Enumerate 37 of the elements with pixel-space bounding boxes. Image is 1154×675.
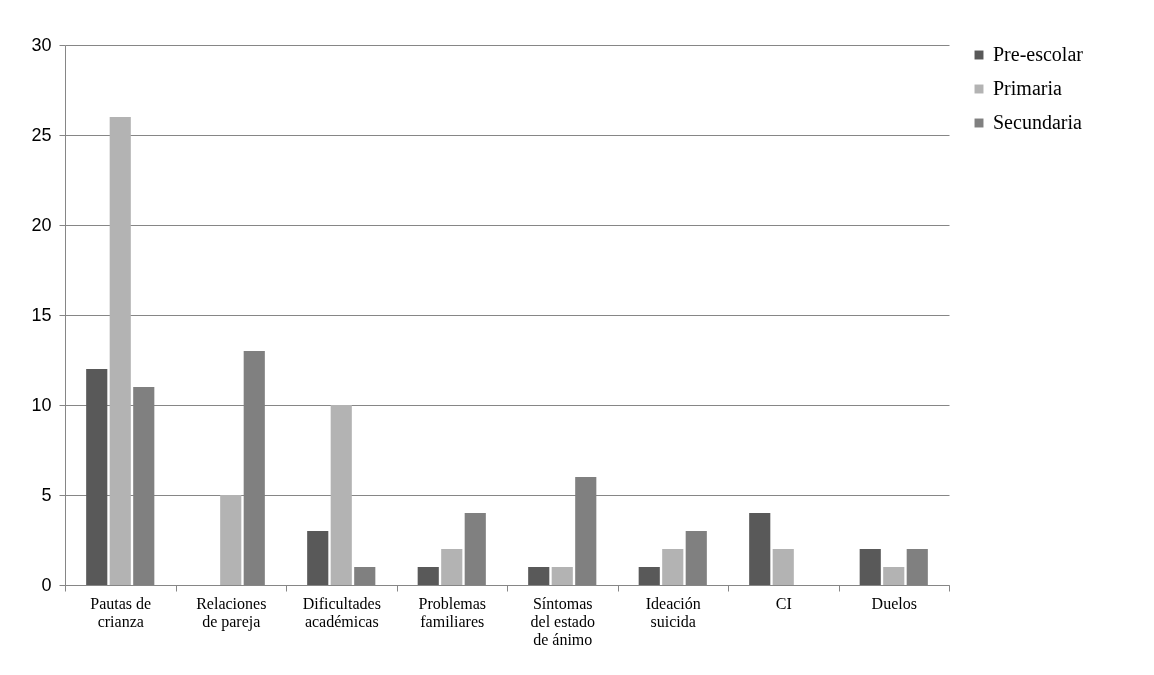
- bar: [464, 513, 486, 585]
- x-tick-label: CI: [775, 594, 792, 612]
- y-tick-label: 15: [31, 304, 52, 325]
- legend-label: Pre-escolar: [993, 43, 1084, 65]
- bar: [772, 549, 794, 585]
- bar: [859, 549, 881, 585]
- bar: [417, 567, 439, 585]
- bar: [307, 531, 329, 585]
- bar: [638, 567, 660, 585]
- bar: [441, 549, 463, 585]
- x-tick-label: Duelos: [871, 594, 917, 612]
- x-tick-label: Relaciones de pareja: [196, 594, 267, 631]
- bar: [528, 567, 550, 585]
- bar: [354, 567, 376, 585]
- bar: [109, 117, 131, 585]
- x-tick-label: Síntomas del estado de ánimo: [530, 594, 595, 648]
- x-tick-label: Problemas familiares: [418, 594, 487, 630]
- x-tick-label: Pautas de crianza: [90, 594, 152, 630]
- y-tick-label: 5: [41, 484, 52, 505]
- bar: [86, 369, 108, 585]
- bar: [685, 531, 707, 585]
- y-tick-label: 0: [41, 574, 52, 595]
- bar: [906, 549, 928, 585]
- y-tick-label: 25: [31, 124, 52, 145]
- y-tick-label: 30: [31, 34, 52, 55]
- bar: [662, 549, 684, 585]
- legend-label: Secundaria: [993, 111, 1082, 133]
- legend-label: Primaria: [993, 77, 1062, 99]
- bar: [883, 567, 905, 585]
- bar: [220, 495, 242, 585]
- bar: [749, 513, 771, 585]
- bar: [330, 405, 352, 585]
- x-tick-label: Dificultades académicas: [302, 594, 381, 630]
- y-tick-label: 10: [31, 394, 52, 415]
- x-tick-label: Ideación suicida: [645, 594, 701, 630]
- bar: [551, 567, 573, 585]
- y-tick-label: 20: [31, 214, 52, 235]
